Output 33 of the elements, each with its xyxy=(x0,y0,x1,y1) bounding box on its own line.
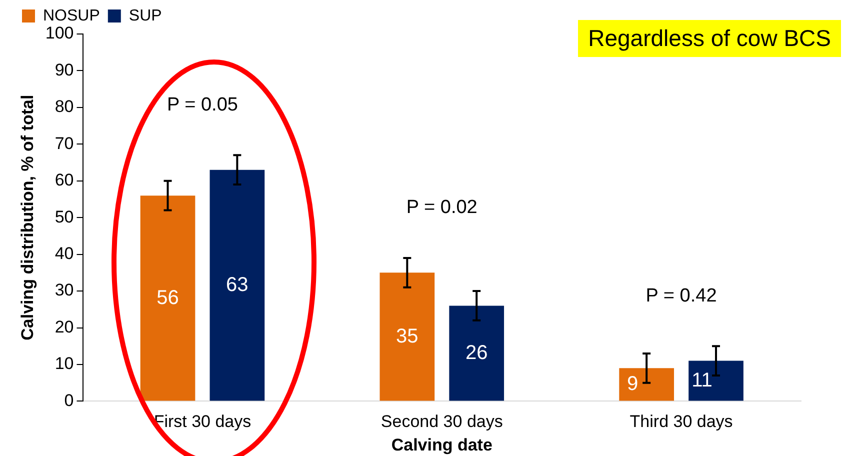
x-axis-title: Calving date xyxy=(391,435,492,454)
data-label: 56 xyxy=(156,286,179,309)
y-tick-label: 40 xyxy=(54,244,74,264)
bar xyxy=(210,170,265,401)
bar xyxy=(449,306,504,401)
annotation: P = 0.02 xyxy=(406,197,478,218)
y-tick-label: 70 xyxy=(54,134,74,153)
y-tick-label: 10 xyxy=(54,354,74,374)
y-tick-label: 30 xyxy=(54,280,74,300)
annotation: Regardless of cow BCS xyxy=(578,20,841,57)
y-tick-label: 50 xyxy=(54,207,74,226)
data-label: 26 xyxy=(465,342,488,364)
y-axis-title: Calving distribution, % of total xyxy=(18,94,37,340)
y-tick-label: 20 xyxy=(54,317,74,336)
legend-label: NOSUP xyxy=(43,7,100,24)
x-tick-label: Second 30 days xyxy=(380,412,503,432)
y-tick-label: 60 xyxy=(54,170,74,190)
y-tick-label: 0 xyxy=(64,390,74,410)
annotation: P = 0.05 xyxy=(166,94,238,116)
data-label: 63 xyxy=(226,274,248,296)
annotation: P = 0.42 xyxy=(646,285,717,306)
x-tick-label: Third 30 days xyxy=(630,412,733,432)
y-tick-label: 90 xyxy=(54,60,74,80)
bar xyxy=(688,360,744,401)
y-tick-label: 100 xyxy=(45,24,74,43)
data-label: 35 xyxy=(396,325,418,348)
y-tick-label: 80 xyxy=(54,97,74,116)
data-label: 11 xyxy=(692,370,712,392)
bar xyxy=(140,196,196,401)
bar xyxy=(619,368,674,401)
bar xyxy=(380,272,435,401)
data-label: 9 xyxy=(627,373,638,396)
legend-label: SUP xyxy=(128,7,162,24)
